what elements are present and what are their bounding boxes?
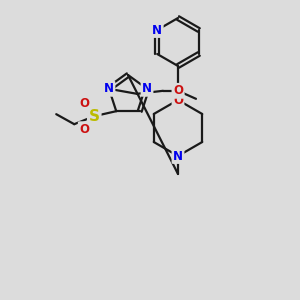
Text: N: N (142, 82, 152, 95)
Text: N: N (104, 82, 114, 95)
Text: O: O (173, 94, 183, 106)
Text: S: S (89, 109, 100, 124)
Text: O: O (79, 97, 89, 110)
Text: N: N (152, 23, 162, 37)
Text: N: N (173, 149, 183, 163)
Text: O: O (79, 123, 89, 136)
Text: O: O (173, 84, 183, 97)
